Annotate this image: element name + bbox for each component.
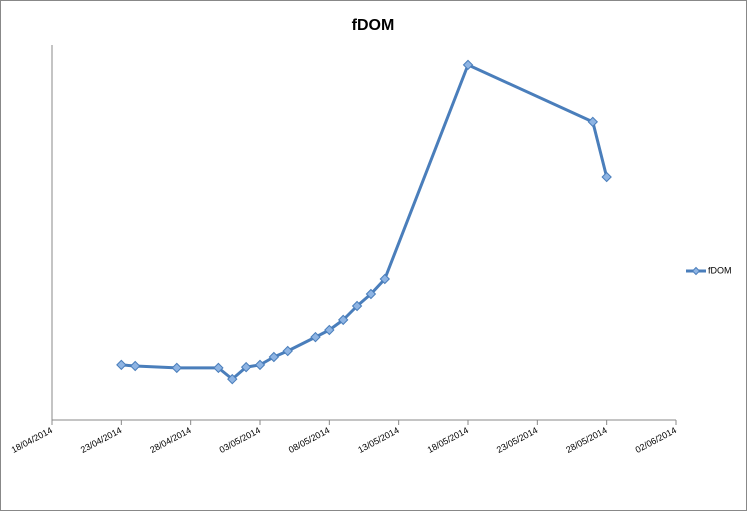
data-point (240, 361, 252, 373)
data-point (365, 288, 377, 300)
data-point (462, 59, 474, 71)
data-point (282, 345, 293, 357)
data-point (116, 359, 127, 371)
data-point (268, 351, 280, 363)
data-point (601, 171, 612, 183)
data-point (310, 331, 321, 343)
data-point (351, 300, 363, 312)
data-point (587, 116, 599, 128)
data-point (324, 324, 335, 336)
chart-title: fDOM (352, 17, 395, 34)
data-point (213, 362, 224, 374)
series-line (121, 63, 609, 381)
legend-marker (691, 266, 701, 276)
legend-label: fDOM (708, 265, 732, 275)
data-point (129, 360, 141, 372)
data-point (171, 362, 183, 374)
data-point (254, 359, 266, 371)
data-point (337, 314, 349, 326)
data-point (227, 373, 238, 385)
data-point (379, 273, 391, 285)
